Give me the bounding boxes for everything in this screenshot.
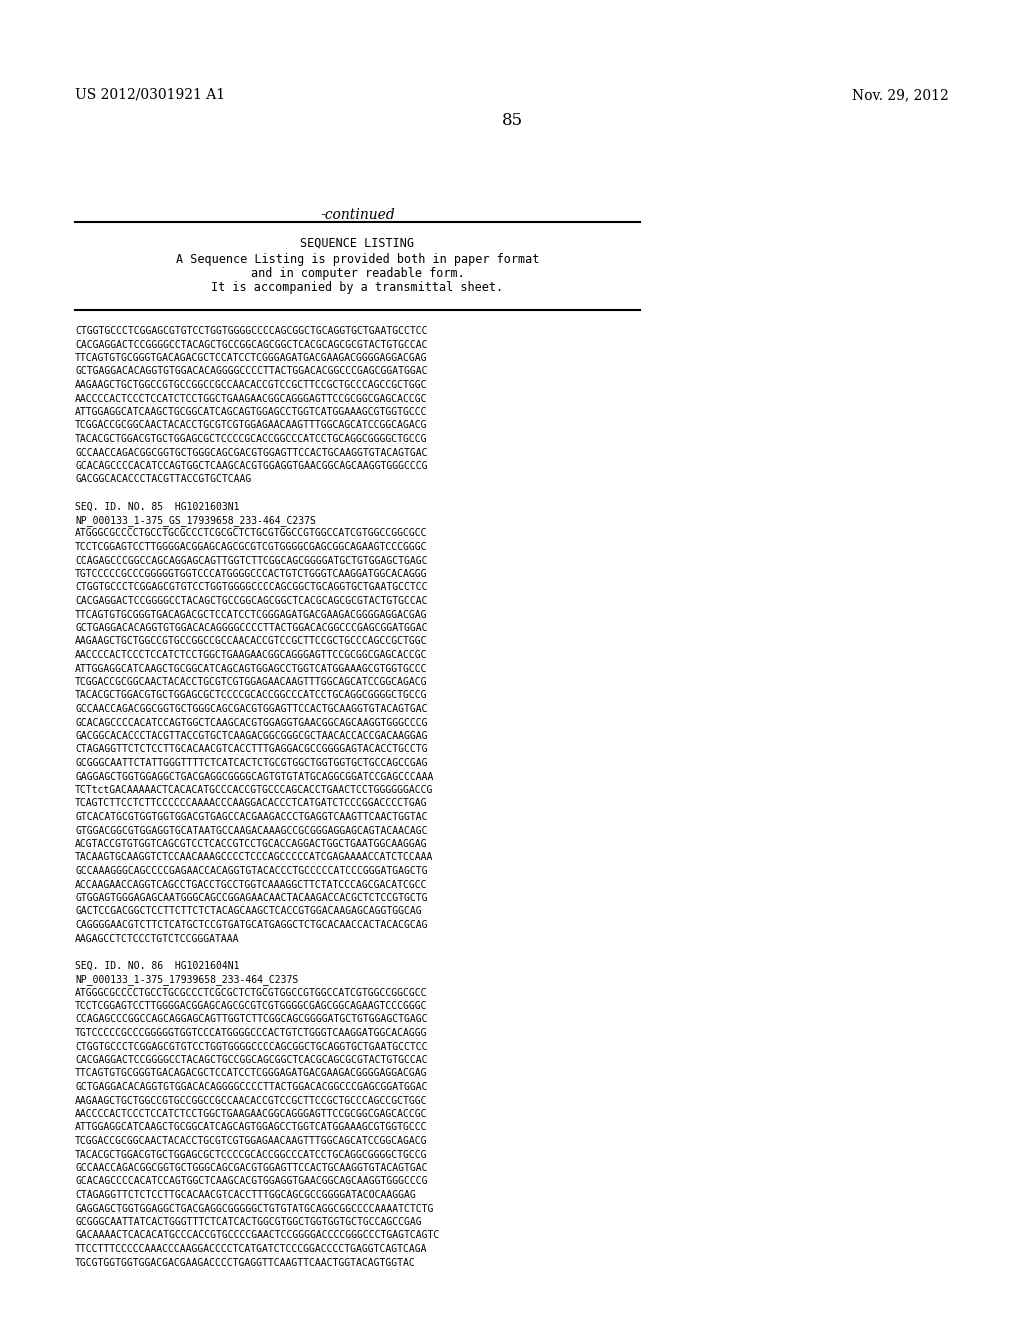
Text: GACTCCGACGGCTCCTTCTTCTCTACAGCAAGCTCACCGTGGACAAGAGCAGGTGGCAG: GACTCCGACGGCTCCTTCTTCTCTACAGCAAGCTCACCGT… (75, 907, 422, 916)
Text: GCCAACCAGACGGCGGTGCTGGGCAGCGACGTGGAGTTCCACTGCAAGGTGTACAGTGAC: GCCAACCAGACGGCGGTGCTGGGCAGCGACGTGGAGTTCC… (75, 704, 427, 714)
Text: CTGGTGCCCTCGGAGCGTGTCCTGGTGGGGCCCCAGCGGCTGCAGGTGCTGAATGCCTCC: CTGGTGCCCTCGGAGCGTGTCCTGGTGGGGCCCCAGCGGC… (75, 1041, 427, 1052)
Text: CACGAGGACTCCGGGGCCTACAGCTGCCGGCAGCGGCTCACGCAGCGCGTACTGTGCCAC: CACGAGGACTCCGGGGCCTACAGCTGCCGGCAGCGGCTCA… (75, 597, 427, 606)
Text: ATGGGCGCCCCTGCCTGCGCCCTCGCGCTCTGCGTGGCCGTGGCCATCGTGGCCGGCGCC: ATGGGCGCCCCTGCCTGCGCCCTCGCGCTCTGCGTGGCCG… (75, 987, 427, 998)
Text: NP_000133_1-375_GS_17939658_233-464_C237S: NP_000133_1-375_GS_17939658_233-464_C237… (75, 515, 315, 525)
Text: SEQUENCE LISTING: SEQUENCE LISTING (300, 238, 415, 249)
Text: -continued: -continued (321, 209, 395, 222)
Text: CAGGGGAACGTCTTCTCATGCTCCGTGATGCATGAGGCTCTGCACAACCACTACACGCAG: CAGGGGAACGTCTTCTCATGCTCCGTGATGCATGAGGCTC… (75, 920, 427, 931)
Text: AACCCCACTCCCTCCATCTCCTGGCTGAAGAACGGCAGGGAGTTCCGCGGCGAGCACCGC: AACCCCACTCCCTCCATCTCCTGGCTGAAGAACGGCAGGG… (75, 1109, 427, 1119)
Text: AACCCCACTCCCTCCATCTCCTGGCTGAAGAACGGCAGGGAGTTCCGCGGCGAGCACCGC: AACCCCACTCCCTCCATCTCCTGGCTGAAGAACGGCAGGG… (75, 649, 427, 660)
Text: SEQ. ID. NO. 86  HG1021604N1: SEQ. ID. NO. 86 HG1021604N1 (75, 961, 240, 970)
Text: TTCCTTTCCCCCAAACCCAAGGACCCCTCATGATCTCCCGGACCCCTGAGGTCAGTCAGA: TTCCTTTCCCCCAAACCCAAGGACCCCTCATGATCTCCCG… (75, 1243, 427, 1254)
Text: TTCAGTGTGCGGGTGACAGACGCTCCATCCTCGGGAGATGACGAAGACGGGGAGGACGAG: TTCAGTGTGCGGGTGACAGACGCTCCATCCTCGGGAGATG… (75, 610, 427, 619)
Text: Nov. 29, 2012: Nov. 29, 2012 (852, 88, 949, 102)
Text: TACACGCTGGACGTGCTGGAGCGCTCCCCGCACCGGCCCATCCTGCAGGCGGGGCTGCCG: TACACGCTGGACGTGCTGGAGCGCTCCCCGCACCGGCCCA… (75, 1150, 427, 1159)
Text: GCCAAAGGGCAGCCCCGAGAACCACAGGTGTACACCCTGCCCCCATCCCGGGATGAGCTG: GCCAAAGGGCAGCCCCGAGAACCACAGGTGTACACCCTGC… (75, 866, 427, 876)
Text: CTAGAGGTTCTCTCCTTGCACAACGTCACCTTTGAGGACGCCGGGGAGTACACCTGCCTG: CTAGAGGTTCTCTCCTTGCACAACGTCACCTTTGAGGACG… (75, 744, 427, 755)
Text: TCCTCGGAGTCCTTGGGGACGGAGCAGCGCGTCGTGGGGCGAGCGGCAGAAGTCCCGGGC: TCCTCGGAGTCCTTGGGGACGGAGCAGCGCGTCGTGGGGC… (75, 1001, 427, 1011)
Text: GACAAAACTCACACATGCCCACCGTGCCCCGAACTCCGGGGACCCCGGGCCCTGAGTCAGTC: GACAAAACTCACACATGCCCACCGTGCCCCGAACTCCGGG… (75, 1230, 439, 1241)
Text: AACCCCACTCCCTCCATCTCCTGGCTGAAGAACGGCAGGGAGTTCCGCGGCGAGCACCGC: AACCCCACTCCCTCCATCTCCTGGCTGAAGAACGGCAGGG… (75, 393, 427, 404)
Text: GCACAGCCCCACATCCAGTGGCTCAAGCACGTGGAGGTGAACGGCAGCAAGGTGGGCCCG: GCACAGCCCCACATCCAGTGGCTCAAGCACGTGGAGGTGA… (75, 1176, 427, 1187)
Text: TCGGACCGCGGCAACTACACCTGCGTCGTGGAGAACAAGTTTGGCAGCATCCGGCAGACG: TCGGACCGCGGCAACTACACCTGCGTCGTGGAGAACAAGT… (75, 677, 427, 686)
Text: ATTGGAGGCATCAAGCTGCGGCATCAGCAGTGGAGCCTGGTCATGGAAAGCGTGGTGCCC: ATTGGAGGCATCAAGCTGCGGCATCAGCAGTGGAGCCTGG… (75, 664, 427, 673)
Text: TTCAGTGTGCGGGTGACAGACGCTCCATCCTCGGGAGATGACGAAGACGGGGAGGACGAG: TTCAGTGTGCGGGTGACAGACGCTCCATCCTCGGGAGATG… (75, 352, 427, 363)
Text: CTAGAGGTTCTCTCCTTGCACAACGTCACCTTTGGCAGCGCCGGGGATACOCAAGGAG: CTAGAGGTTCTCTCCTTGCACAACGTCACCTTTGGCAGCG… (75, 1191, 416, 1200)
Text: CACGAGGACTCCGGGGCCTACAGCTGCCGGCAGCGGCTCACGCAGCGCGTACTGTGCCAC: CACGAGGACTCCGGGGCCTACAGCTGCCGGCAGCGGCTCA… (75, 339, 427, 350)
Text: TCGGACCGCGGCAACTACACCTGCGTCGTGGAGAACAAGTTTGGCAGCATCCGGCAGACG: TCGGACCGCGGCAACTACACCTGCGTCGTGGAGAACAAGT… (75, 421, 427, 430)
Text: AAGAGCCTCTCCCTGTCTCCGGGATAAA: AAGAGCCTCTCCCTGTCTCCGGGATAAA (75, 933, 240, 944)
Text: GCGGGCAATTCTATTGGGTTTTCTCATCACTCTGCGTGGCTGGTGGTGCTGCCAGCCGAG: GCGGGCAATTCTATTGGGTTTTCTCATCACTCTGCGTGGC… (75, 758, 427, 768)
Text: GCTGAGGACACAGGTGTGGACACAGGGGCCCCTTACTGGACACGGCCCGAGCGGATGGAC: GCTGAGGACACAGGTGTGGACACAGGGGCCCCTTACTGGA… (75, 623, 427, 634)
Text: AAGAAGCTGCTGGCCGTGCCGGCCGCCAACACCGTCCGCTTCCGCTGCCCAGCCGCTGGC: AAGAAGCTGCTGGCCGTGCCGGCCGCCAACACCGTCCGCT… (75, 636, 427, 647)
Text: SEQ. ID. NO. 85  HG1021603N1: SEQ. ID. NO. 85 HG1021603N1 (75, 502, 240, 511)
Text: GCCAACCAGACGGCGGTGCTGGGCAGCGACGTGGAGTTCCACTGCAAGGTGTACAGTGAC: GCCAACCAGACGGCGGTGCTGGGCAGCGACGTGGAGTTCC… (75, 447, 427, 458)
Text: AAGAAGCTGCTGGCCGTGCCGGCCGCCAACACCGTCCGCTTCCGCTGCCCAGCCGCTGGC: AAGAAGCTGCTGGCCGTGCCGGCCGCCAACACCGTCCGCT… (75, 1096, 427, 1106)
Text: It is accompanied by a transmittal sheet.: It is accompanied by a transmittal sheet… (211, 281, 504, 294)
Text: AAGAAGCTGCTGGCCGTGCCGGCCGCCAACACCGTCCGCTTCCGCTGCCCAGCCGCTGGC: AAGAAGCTGCTGGCCGTGCCGGCCGCCAACACCGTCCGCT… (75, 380, 427, 389)
Text: GACGGCACACCCTACGTTACCGTGCTCAAG: GACGGCACACCCTACGTTACCGTGCTCAAG (75, 474, 251, 484)
Text: ATTGGAGGCATCAAGCTGCGGCATCAGCAGTGGAGCCTGGTCATGGAAAGCGTGGTGCCC: ATTGGAGGCATCAAGCTGCGGCATCAGCAGTGGAGCCTGG… (75, 407, 427, 417)
Text: TGTCCCCCGCCCGGGGGTGGTCCCATGGGGCCCACTGTCTGGGTCAAGGATGGCACAGGG: TGTCCCCCGCCCGGGGGTGGTCCCATGGGGCCCACTGTCT… (75, 1028, 427, 1038)
Text: GCACAGCCCCACATCCAGTGGCTCAAGCACGTGGAGGTGAACGGCAGCAAGGTGGGCCCG: GCACAGCCCCACATCCAGTGGCTCAAGCACGTGGAGGTGA… (75, 718, 427, 727)
Text: GTGGACGGCGTGGAGGTGCATAATGCCAAGACAAAGCCGCGGGAGGAGCAGTACAACAGC: GTGGACGGCGTGGAGGTGCATAATGCCAAGACAAAGCCGC… (75, 825, 427, 836)
Text: CACGAGGACTCCGGGGCCTACAGCTGCCGGCAGCGGCTCACGCAGCGCGTACTGTGCCAC: CACGAGGACTCCGGGGCCTACAGCTGCCGGCAGCGGCTCA… (75, 1055, 427, 1065)
Text: TGTCCCCCGCCCGGGGGTGGTCCCATGGGGCCCACTGTCTGGGTCAAGGATGGCACAGGG: TGTCCCCCGCCCGGGGGTGGTCCCATGGGGCCCACTGTCT… (75, 569, 427, 579)
Text: TCCTCGGAGTCCTTGGGGACGGAGCAGCGCGTCGTGGGGCGAGCGGCAGAAGTCCCGGGC: TCCTCGGAGTCCTTGGGGACGGAGCAGCGCGTCGTGGGGC… (75, 543, 427, 552)
Text: CCAGAGCCCGGCCAGCAGGAGCAGTTGGTCTTCGGCAGCGGGGATGCTGTGGAGCTGAGC: CCAGAGCCCGGCCAGCAGGAGCAGTTGGTCTTCGGCAGCG… (75, 556, 427, 565)
Text: CCAGAGCCCGGCCAGCAGGAGCAGTTGGTCTTCGGCAGCGGGGATGCTGTGGAGCTGAGC: CCAGAGCCCGGCCAGCAGGAGCAGTTGGTCTTCGGCAGCG… (75, 1015, 427, 1024)
Text: TACACGCTGGACGTGCTGGAGCGCTCCCCGCACCGGCCCATCCTGCAGGCGGGGCTGCCG: TACACGCTGGACGTGCTGGAGCGCTCCCCGCACCGGCCCA… (75, 690, 427, 701)
Text: GCGGGCAATTATCACTGGGTTTCTCATCACTGGCGTGGCTGGTGGTGCTGCCAGCCGAG: GCGGGCAATTATCACTGGGTTTCTCATCACTGGCGTGGCT… (75, 1217, 422, 1228)
Text: GACGGCACACCCTACGTTACCGTGCTCAAGACGGCGGGCGCTAACACCACCGACAAGGAG: GACGGCACACCCTACGTTACCGTGCTCAAGACGGCGGGCG… (75, 731, 427, 741)
Text: 85: 85 (502, 112, 522, 129)
Text: TACAAGTGCAAGGTCTCCAACAAAGCCCCTCCCAGCCCCCATCGAGAAAACCATCTCCAAA: TACAAGTGCAAGGTCTCCAACAAAGCCCCTCCCAGCCCCC… (75, 853, 433, 862)
Text: ATTGGAGGCATCAAGCTGCGGCATCAGCAGTGGAGCCTGGTCATGGAAAGCGTGGTGCCC: ATTGGAGGCATCAAGCTGCGGCATCAGCAGTGGAGCCTGG… (75, 1122, 427, 1133)
Text: GCCAACCAGACGGCGGTGCTGGGCAGCGACGTGGAGTTCCACTGCAAGGTGTACAGTGAC: GCCAACCAGACGGCGGTGCTGGGCAGCGACGTGGAGTTCC… (75, 1163, 427, 1173)
Text: and in computer readable form.: and in computer readable form. (251, 267, 464, 280)
Text: US 2012/0301921 A1: US 2012/0301921 A1 (75, 88, 225, 102)
Text: TTCAGTGTGCGGGTGACAGACGCTCCATCCTCGGGAGATGACGAAGACGGGGAGGACGAG: TTCAGTGTGCGGGTGACAGACGCTCCATCCTCGGGAGATG… (75, 1068, 427, 1078)
Text: GCTGAGGACACAGGTGTGGACACAGGGGCCCCTTACTGGACACGGCCCGAGCGGATGGAC: GCTGAGGACACAGGTGTGGACACAGGGGCCCCTTACTGGA… (75, 367, 427, 376)
Text: TCGGACCGCGGCAACTACACCTGCGTCGTGGAGAACAAGTTTGGCAGCATCCGGCAGACG: TCGGACCGCGGCAACTACACCTGCGTCGTGGAGAACAAGT… (75, 1137, 427, 1146)
Text: ACGTACCGTGTGGTCAGCGTCCTCACCGTCCTGCACCAGGACTGGCTGAATGGCAAGGAG: ACGTACCGTGTGGTCAGCGTCCTCACCGTCCTGCACCAGG… (75, 840, 427, 849)
Text: CTGGTGCCCTCGGAGCGTGTCCTGGTGGGGCCCCAGCGGCTGCAGGTGCTGAATGCCTCC: CTGGTGCCCTCGGAGCGTGTCCTGGTGGGGCCCCAGCGGC… (75, 582, 427, 593)
Text: TCTtctGACAAAAACTCACACATGCCCACCGTGCCCAGCACCTGAACTCCTGGGGGGACCG: TCTtctGACAAAAACTCACACATGCCCACCGTGCCCAGCA… (75, 785, 433, 795)
Text: GCTGAGGACACAGGTGTGGACACAGGGGCCCCTTACTGGACACGGCCCGAGCGGATGGAC: GCTGAGGACACAGGTGTGGACACAGGGGCCCCTTACTGGA… (75, 1082, 427, 1092)
Text: ATGGGCGCCCCTGCCTGCGCCCTCGCGCTCTGCGTGGCCGTGGCCATCGTGGCCGGCGCC: ATGGGCGCCCCTGCCTGCGCCCTCGCGCTCTGCGTGGCCG… (75, 528, 427, 539)
Text: CTGGTGCCCTCGGAGCGTGTCCTGGTGGGGCCCCAGCGGCTGCAGGTGCTGAATGCCTCC: CTGGTGCCCTCGGAGCGTGTCCTGGTGGGGCCCCAGCGGC… (75, 326, 427, 337)
Text: TACACGCTGGACGTGCTGGAGCGCTCCCCGCACCGGCCCATCCTGCAGGCGGGGCTGCCG: TACACGCTGGACGTGCTGGAGCGCTCCCCGCACCGGCCCA… (75, 434, 427, 444)
Text: NP_000133_1-375_17939658_233-464_C237S: NP_000133_1-375_17939658_233-464_C237S (75, 974, 298, 985)
Text: GTGGAGTGGGAGAGCAATGGGCAGCCGGAGAACAACTACAAGACCACGCTCTCCGTGCTG: GTGGAGTGGGAGAGCAATGGGCAGCCGGAGAACAACTACA… (75, 894, 427, 903)
Text: GCACAGCCCCACATCCAGTGGCTCAAGCACGTGGAGGTGAACGGCAGCAAGGTGGGCCCG: GCACAGCCCCACATCCAGTGGCTCAAGCACGTGGAGGTGA… (75, 461, 427, 471)
Text: A Sequence Listing is provided both in paper format: A Sequence Listing is provided both in p… (176, 253, 540, 267)
Text: TGCGTGGTGGTGGACGACGAAGACCCCTGAGGTTCAAGTTCAACTGGTACAGTGGTAC: TGCGTGGTGGTGGACGACGAAGACCCCTGAGGTTCAAGTT… (75, 1258, 416, 1267)
Text: ACCAAGAACCAGGTCAGCCTGACCTGCCTGGTCAAAGGCTTCTATCCCAGCGACATCGCC: ACCAAGAACCAGGTCAGCCTGACCTGCCTGGTCAAAGGCT… (75, 879, 427, 890)
Text: TCAGTCTTCCTCTTCCCCCCAAAACCCAAGGACACCCTCATGATCTCCCGGACCCCTGAG: TCAGTCTTCCTCTTCCCCCCAAAACCCAAGGACACCCTCA… (75, 799, 427, 808)
Text: GTCACATGCGTGGTGGTGGACGTGAGCCACGAAGACCCTGAGGTCAAGTTCAACTGGTAC: GTCACATGCGTGGTGGTGGACGTGAGCCACGAAGACCCTG… (75, 812, 427, 822)
Text: GAGGAGCTGGTGGAGGCTGACGAGGCGGGGGCTGTGTATGCAGGCGGCCCCAAAATCTCTG: GAGGAGCTGGTGGAGGCTGACGAGGCGGGGGCTGTGTATG… (75, 1204, 433, 1213)
Text: GAGGAGCTGGTGGAGGCTGACGAGGCGGGGCAGTGTGTATGCAGGCGGATCCGAGCCCAAA: GAGGAGCTGGTGGAGGCTGACGAGGCGGGGCAGTGTGTAT… (75, 771, 433, 781)
